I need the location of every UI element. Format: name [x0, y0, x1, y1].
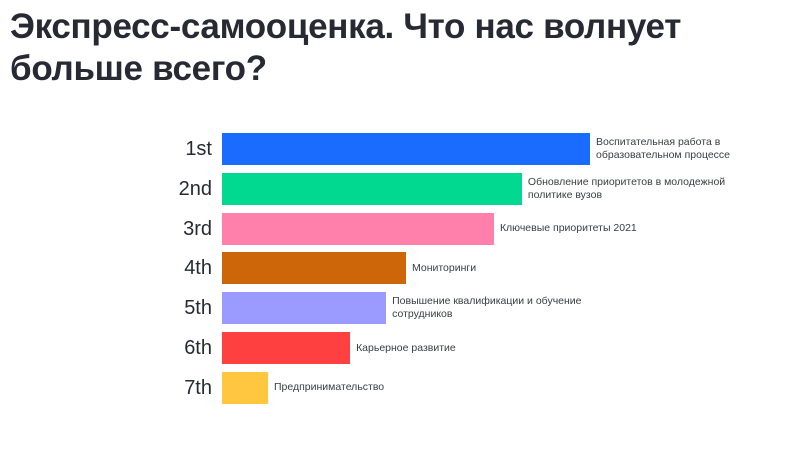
bar [222, 252, 406, 285]
rank-label: 4th [184, 257, 212, 280]
bar [222, 371, 268, 404]
bar [222, 292, 387, 325]
page-title: Экспресс-самооценка. Что нас волнует бол… [10, 7, 682, 88]
bar-label: Воспитательная работа в образовательном … [596, 136, 731, 161]
bar-label: Мониторинги [412, 261, 477, 274]
bar-label: Повышение квалификации и обучение сотруд… [392, 295, 582, 321]
rank-label: 6th [184, 337, 212, 359]
bar-label: Ключевые приоритеты 2021 [499, 222, 637, 235]
rank-label: 1st [185, 138, 212, 160]
bar [222, 212, 494, 245]
rank-label: 5th [184, 297, 212, 320]
bar [222, 332, 351, 364]
bar-label: Предпринимательство [274, 381, 385, 394]
bar [222, 133, 590, 165]
rank-label: 3rd [183, 217, 212, 240]
rank-label: 2nd [178, 177, 212, 200]
bar-label: Карьерное развитие [356, 341, 456, 354]
rank-label: 7th [184, 376, 212, 399]
bar [222, 172, 522, 205]
bar-label: Обновление приоритетов в молодежной поли… [527, 175, 726, 201]
